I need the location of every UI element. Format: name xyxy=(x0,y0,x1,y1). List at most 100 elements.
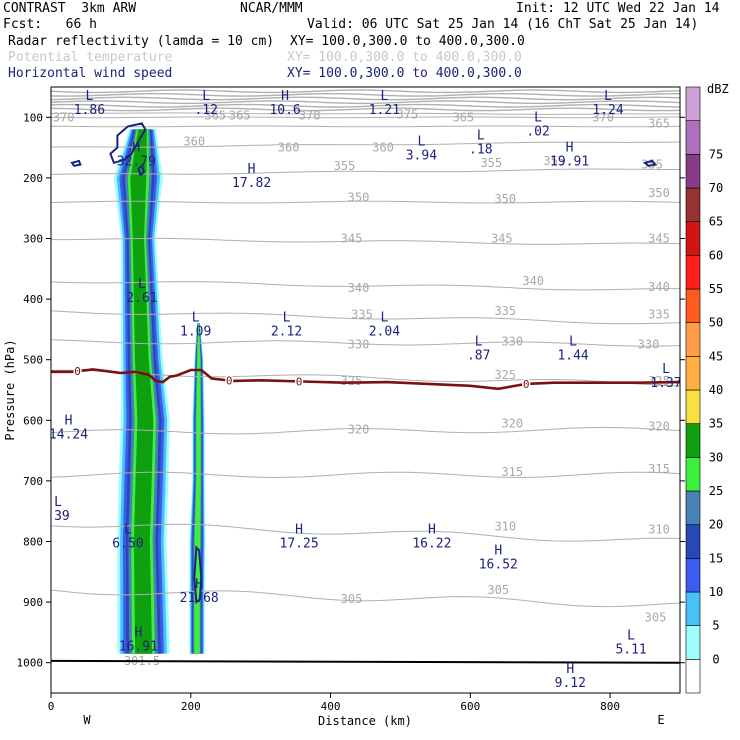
colorbar-label: 10 xyxy=(709,585,723,599)
wind-extremum-value: 1.09 xyxy=(180,324,211,339)
field1-label: Radar reflectivity (lamda = 10 cm) xyxy=(8,34,275,49)
colorbar-swatch xyxy=(685,625,701,660)
x-end-label-west: W xyxy=(83,713,91,727)
x-tick-label: 0 xyxy=(48,700,55,713)
theta-label: 340 xyxy=(348,281,370,295)
colorbar-label: 40 xyxy=(709,383,723,397)
colorbar-swatch xyxy=(685,456,701,492)
theta-label: 305 xyxy=(487,583,509,597)
wind-extremum-low-marker: L xyxy=(569,335,577,350)
wind-extremum-value: 10.6 xyxy=(269,103,300,118)
wind-extremum-low-marker: L xyxy=(534,110,542,125)
colorbar-label: 70 xyxy=(709,181,723,195)
field1-xy: XY= 100.0,300.0 to 400.0,300.0 xyxy=(290,34,525,49)
theta-label: 340 xyxy=(522,274,544,288)
field3-label: Horizontal wind speed xyxy=(8,66,173,81)
theta-label: 310 xyxy=(648,522,670,536)
wind-extremum-value: .18 xyxy=(469,143,492,158)
theta-label: 360 xyxy=(278,141,300,155)
theta-contour-320 xyxy=(51,426,680,435)
x-tick-label: 600 xyxy=(460,700,480,713)
field3-xy: XY= 100.0,300.0 to 400.0,300.0 xyxy=(287,66,522,81)
theta-label: 325 xyxy=(341,374,363,388)
wind-extremum-value: 14.24 xyxy=(49,427,88,442)
colorbar-label: 30 xyxy=(709,450,723,464)
wind-extremum-low-marker: L xyxy=(138,277,146,292)
theta-label: 370 xyxy=(592,110,614,124)
wind-extremum-low-marker: L xyxy=(85,89,93,104)
theta-contour-325 xyxy=(51,369,680,387)
wind-contour-jet-core-left xyxy=(109,122,147,165)
wind-extremum-value: .39 xyxy=(46,509,69,524)
y-tick-label: 900 xyxy=(23,596,43,609)
theta-label: 345 xyxy=(341,232,363,246)
valid-label: Valid: 06 UTC Sat 25 Jan 14 (16 ChT Sat … xyxy=(307,17,699,32)
cell-main-level-35 xyxy=(130,129,154,654)
theta-label: 335 xyxy=(351,307,373,321)
theta-label: 370 xyxy=(53,110,75,124)
wind-extremum-value: 32.79 xyxy=(117,155,156,170)
theta-label: 365 xyxy=(229,109,251,123)
freezing-level-line xyxy=(51,368,680,391)
colorbar-swatch xyxy=(685,490,701,526)
colorbar-swatch xyxy=(685,86,701,122)
theta-label: 375 xyxy=(397,107,419,121)
theta-contour-355 xyxy=(51,168,680,175)
colorbar-label: 5 xyxy=(712,619,719,633)
wind-extremum-high-marker: H xyxy=(566,662,574,677)
wind-extremum-value: .02 xyxy=(526,124,549,139)
colorbar-swatch xyxy=(685,591,701,627)
theta-label: 360 xyxy=(183,135,205,149)
wind-extremum-value: 1.86 xyxy=(74,103,105,118)
wind-extremum-low-marker: L xyxy=(380,89,388,104)
y-tick-label: 800 xyxy=(23,536,43,549)
wind-contour-left-dot xyxy=(70,159,82,167)
y-axis-label: Pressure (hPa) xyxy=(3,339,17,440)
wind-extremum-value: 5.11 xyxy=(615,643,646,658)
colorbar-label: 65 xyxy=(709,215,723,229)
y-tick-label: 500 xyxy=(23,354,43,367)
colorbar-swatch xyxy=(685,154,701,189)
colorbar-label: 25 xyxy=(709,484,723,498)
x-tick-label: 200 xyxy=(181,700,201,713)
wind-contour-jet-core-small xyxy=(137,164,146,177)
theta-label: 355 xyxy=(480,156,502,170)
wind-extremum-low-marker: L xyxy=(202,89,210,104)
wind-contour-low-cell xyxy=(193,545,203,605)
wind-extremum-high-marker: H xyxy=(281,89,289,104)
theta-label: 315 xyxy=(648,462,670,476)
freezing-level-label: 0 xyxy=(74,365,81,378)
theta-label: 365 xyxy=(648,116,670,130)
wind-extremum-value: 6.50 xyxy=(112,536,143,551)
wind-extremum-high-marker: H xyxy=(134,626,142,641)
wind-extremum-high-marker: H xyxy=(195,577,203,592)
colorbar-swatch xyxy=(685,255,701,290)
colorbar-label: 50 xyxy=(709,316,723,330)
theta-contour-360 xyxy=(51,141,680,148)
wind-extremum-value: 1.37 xyxy=(650,376,681,391)
theta-label: 370 xyxy=(299,109,321,123)
y-tick-label: 400 xyxy=(23,293,43,306)
field2-label: Potential temperature xyxy=(8,50,173,65)
theta-label: 330 xyxy=(501,335,523,349)
wind-extremum-high-marker: H xyxy=(494,544,502,559)
wind-extremum-value: 9.12 xyxy=(555,676,586,691)
wind-extremum-value: 2.04 xyxy=(369,324,400,339)
theta-contour-350 xyxy=(51,200,680,204)
colorbar-swatch xyxy=(685,221,701,256)
theta-label: 350 xyxy=(348,190,370,204)
wind-extremum-value: 1.21 xyxy=(369,103,400,118)
colorbar-label: 45 xyxy=(709,349,723,363)
fcst-label: Fcst: 66 h xyxy=(3,17,97,32)
wind-extremum-low-marker: L xyxy=(477,129,485,144)
colorbar-swatch xyxy=(685,187,701,223)
x-end-label-east: E xyxy=(657,713,664,727)
colorbar-swatch xyxy=(685,658,701,694)
wind-extremum-low-marker: L xyxy=(604,89,612,104)
theta-label: 335 xyxy=(494,304,516,318)
theta-label: 330 xyxy=(638,338,660,352)
wind-extremum-high-marker: H xyxy=(65,413,73,428)
theta-label: 310 xyxy=(494,519,516,533)
center-label: NCAR/MMM xyxy=(240,1,303,16)
